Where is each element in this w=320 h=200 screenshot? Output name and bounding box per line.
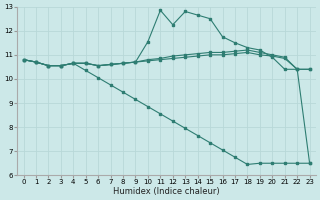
X-axis label: Humidex (Indice chaleur): Humidex (Indice chaleur) [113, 187, 220, 196]
